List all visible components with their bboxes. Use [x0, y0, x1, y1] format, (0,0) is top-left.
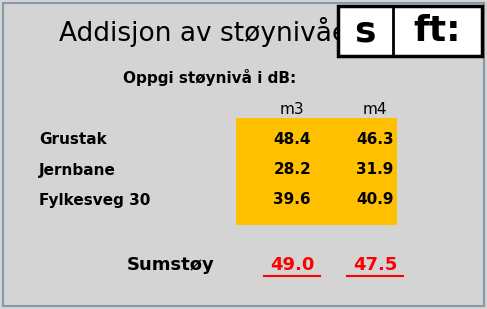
FancyBboxPatch shape	[338, 6, 482, 56]
Text: s: s	[355, 14, 376, 48]
Text: Jernbane: Jernbane	[39, 163, 116, 177]
Text: ft:: ft:	[413, 14, 461, 48]
FancyBboxPatch shape	[3, 3, 484, 306]
Text: 48.4: 48.4	[273, 133, 311, 147]
FancyBboxPatch shape	[236, 118, 397, 225]
Text: m3: m3	[280, 103, 304, 117]
Text: 39.6: 39.6	[273, 193, 311, 208]
Text: 31.9: 31.9	[356, 163, 393, 177]
Text: 47.5: 47.5	[353, 256, 397, 274]
Text: 28.2: 28.2	[273, 163, 311, 177]
Text: Fylkesveg 30: Fylkesveg 30	[39, 193, 150, 208]
Text: m4: m4	[363, 103, 387, 117]
Text: 40.9: 40.9	[356, 193, 394, 208]
Text: Sumstøy: Sumstøy	[127, 256, 214, 274]
Text: Addisjon av støynivåer: Addisjon av støynivåer	[59, 17, 359, 47]
Text: Grustak: Grustak	[39, 133, 107, 147]
Text: Oppgi støynivå i dB:: Oppgi støynivå i dB:	[123, 70, 296, 87]
Text: 49.0: 49.0	[270, 256, 315, 274]
Text: 46.3: 46.3	[356, 133, 394, 147]
